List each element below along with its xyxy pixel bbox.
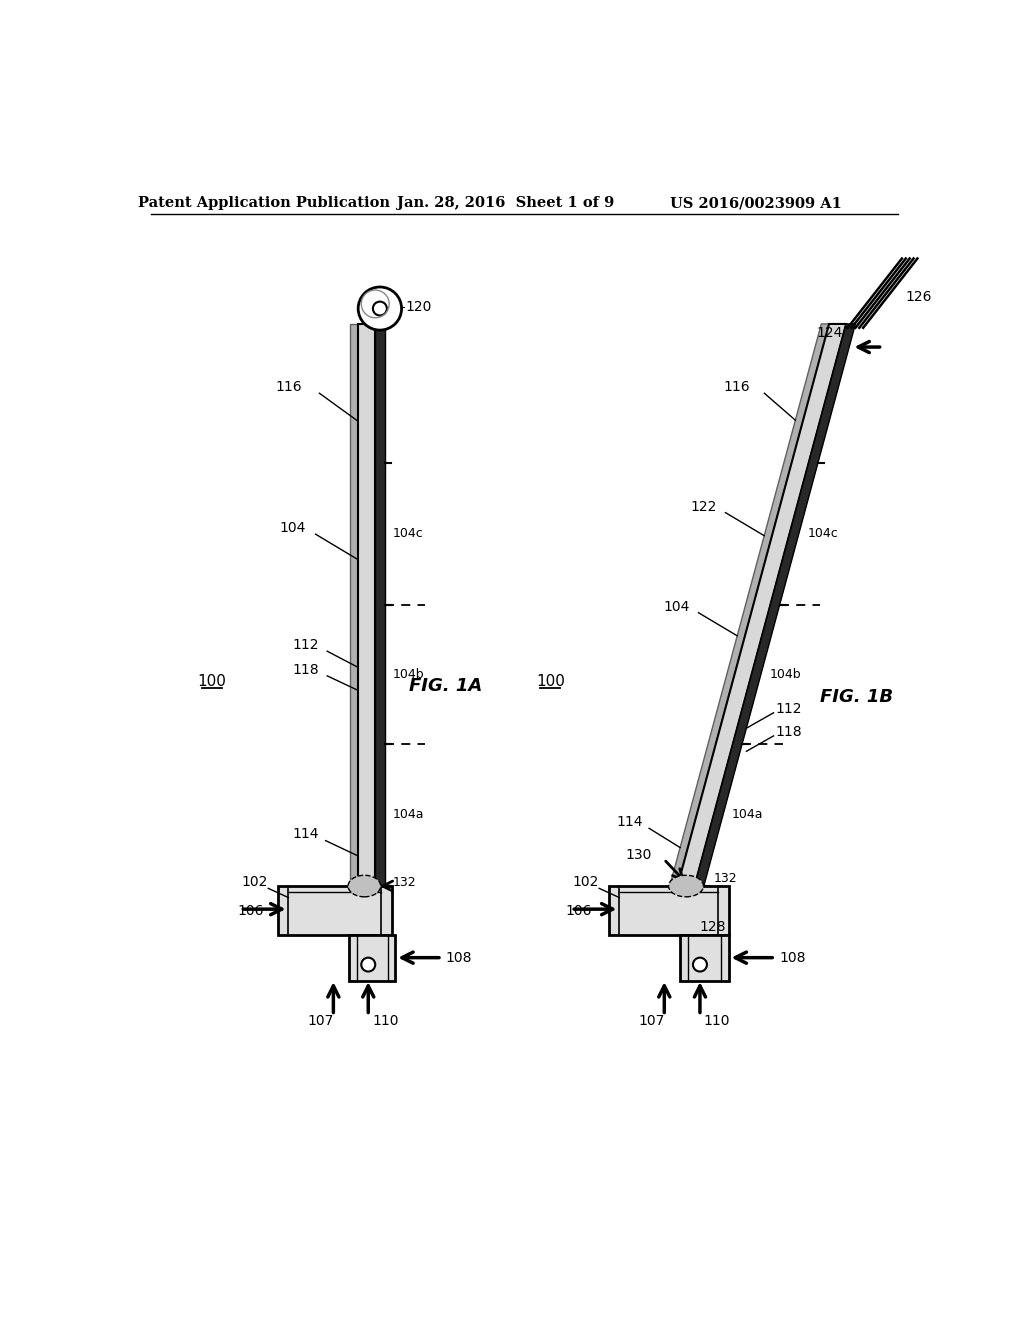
Bar — [278, 886, 391, 935]
Text: Patent Application Publication: Patent Application Publication — [137, 197, 389, 210]
Polygon shape — [678, 323, 846, 886]
Text: FIG. 1A: FIG. 1A — [410, 677, 482, 694]
Text: 128: 128 — [699, 920, 726, 933]
Bar — [375, 323, 385, 886]
Text: 114: 114 — [292, 828, 318, 841]
Text: 122: 122 — [690, 500, 717, 515]
Text: 106: 106 — [566, 904, 592, 919]
Text: 132: 132 — [714, 871, 737, 884]
Text: 104a: 104a — [731, 808, 763, 821]
Text: 130: 130 — [626, 849, 652, 862]
Text: 114: 114 — [616, 816, 643, 829]
Text: 104a: 104a — [393, 808, 425, 821]
Text: 110: 110 — [372, 1014, 398, 1028]
Text: 104: 104 — [664, 601, 690, 614]
Text: 102: 102 — [241, 875, 267, 890]
Text: 120: 120 — [406, 300, 432, 314]
Text: 124: 124 — [817, 326, 843, 341]
Text: 110: 110 — [703, 1014, 730, 1028]
Text: 104b: 104b — [769, 668, 801, 681]
Text: 106: 106 — [238, 904, 264, 919]
Text: Jan. 28, 2016  Sheet 1 of 9: Jan. 28, 2016 Sheet 1 of 9 — [397, 197, 614, 210]
Text: US 2016/0023909 A1: US 2016/0023909 A1 — [670, 197, 842, 210]
Text: 126: 126 — [906, 290, 932, 304]
Text: 112: 112 — [776, 702, 803, 715]
Text: 118: 118 — [292, 664, 318, 677]
Text: 108: 108 — [779, 950, 806, 965]
Circle shape — [361, 958, 375, 972]
Text: 132: 132 — [393, 875, 417, 888]
Text: 104c: 104c — [393, 527, 424, 540]
Text: 107: 107 — [638, 1014, 665, 1028]
Ellipse shape — [669, 875, 703, 896]
Text: 118: 118 — [776, 725, 803, 739]
Text: 116: 116 — [724, 380, 751, 395]
Polygon shape — [670, 323, 829, 886]
Circle shape — [373, 302, 387, 315]
Text: 104b: 104b — [393, 668, 425, 681]
Text: 104: 104 — [280, 521, 305, 535]
Text: 104c: 104c — [807, 527, 838, 540]
Text: 108: 108 — [445, 950, 472, 965]
Ellipse shape — [348, 875, 381, 896]
Text: 112: 112 — [292, 638, 318, 652]
Bar — [680, 935, 729, 981]
Text: FIG. 1B: FIG. 1B — [820, 689, 893, 706]
Text: 116: 116 — [275, 380, 302, 395]
Bar — [350, 323, 358, 886]
Text: 102: 102 — [572, 875, 598, 890]
Bar — [349, 935, 395, 981]
Polygon shape — [694, 323, 855, 886]
Text: 100: 100 — [536, 675, 565, 689]
Bar — [358, 323, 375, 886]
Text: 100: 100 — [198, 675, 226, 689]
Circle shape — [358, 286, 401, 330]
Bar — [608, 886, 729, 935]
Circle shape — [693, 958, 707, 972]
Text: 107: 107 — [307, 1014, 334, 1028]
